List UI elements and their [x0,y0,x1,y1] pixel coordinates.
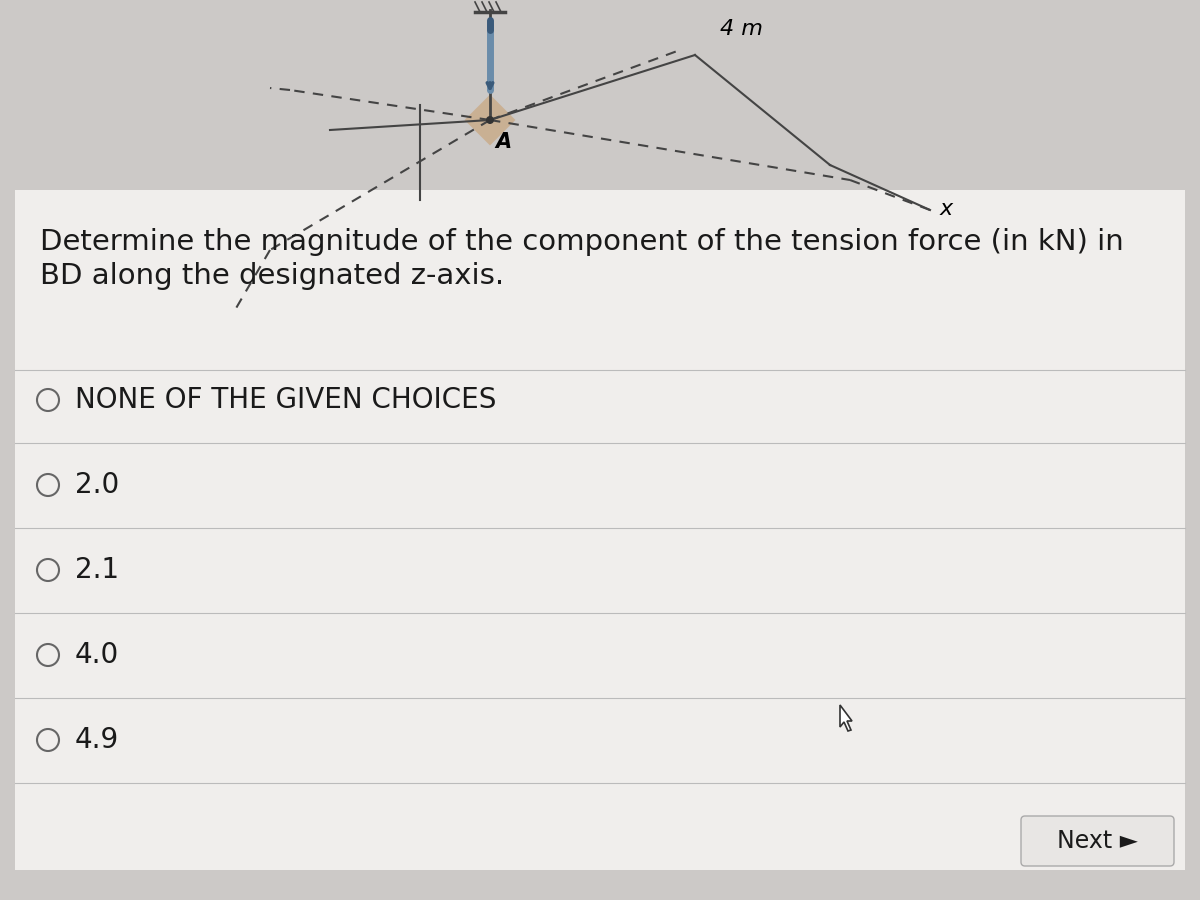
Text: 2.1: 2.1 [74,556,119,584]
Circle shape [486,116,494,124]
FancyBboxPatch shape [464,94,516,146]
Text: 4.9: 4.9 [74,726,119,754]
FancyBboxPatch shape [1021,816,1174,866]
Text: 4.0: 4.0 [74,641,119,669]
Text: A: A [496,132,511,152]
Text: 4 m: 4 m [720,19,763,39]
Text: BD along the designated z-axis.: BD along the designated z-axis. [40,262,504,290]
Text: x: x [940,199,953,219]
FancyBboxPatch shape [14,190,1186,870]
Text: Determine the magnitude of the component of the tension force (in kN) in: Determine the magnitude of the component… [40,228,1123,256]
Polygon shape [840,705,852,731]
Text: Next ►: Next ► [1056,829,1138,853]
Text: 2.0: 2.0 [74,471,119,499]
Text: NONE OF THE GIVEN CHOICES: NONE OF THE GIVEN CHOICES [74,386,497,414]
